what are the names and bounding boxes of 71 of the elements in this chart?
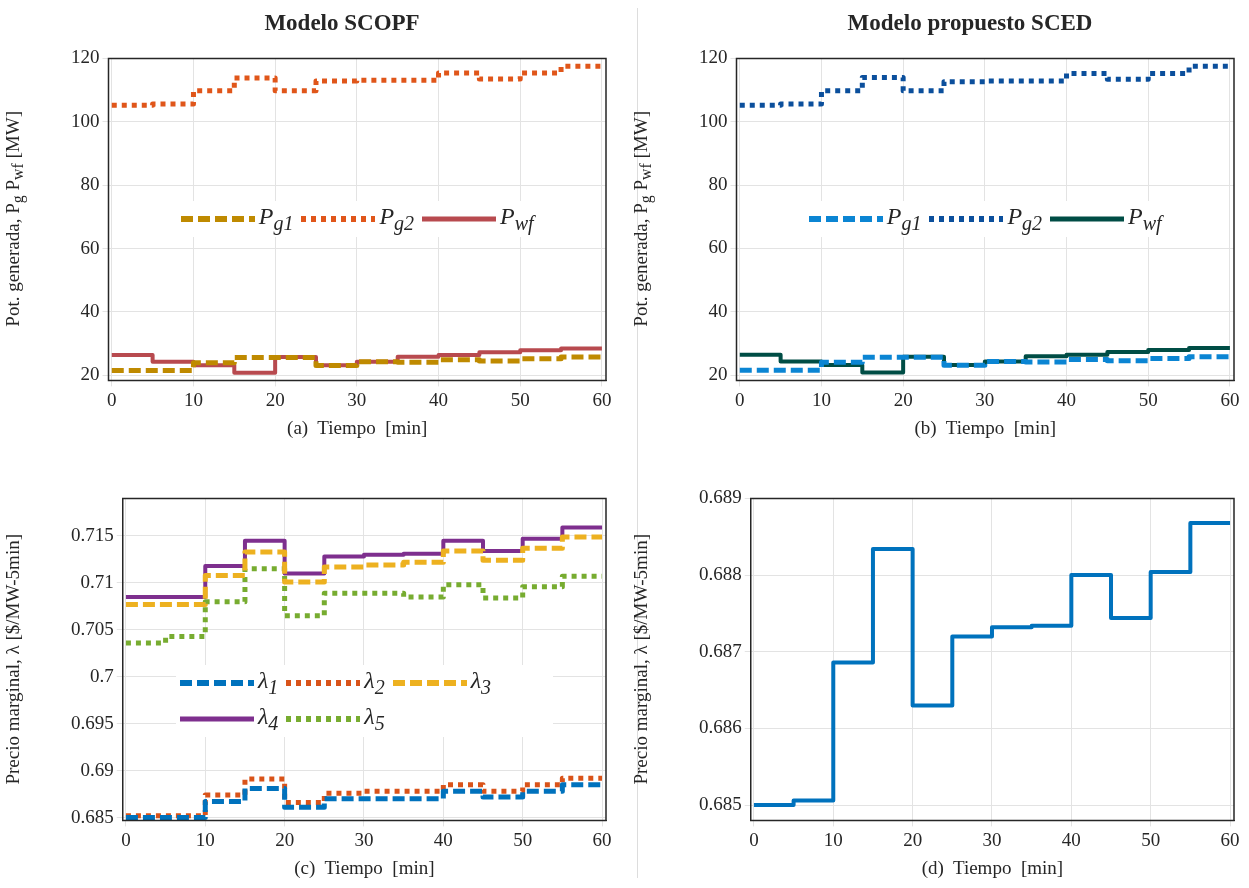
legend-label: P$_{g1}$: [258, 203, 294, 236]
y-tick-label: 80: [80, 173, 100, 195]
y-tick-label: 120: [699, 46, 728, 68]
x-tick-label: 40: [433, 828, 453, 850]
x-axis-title: (d) Tiempo [min]: [921, 856, 1064, 879]
chart-title: Modelo SCOPF: [263, 10, 421, 36]
y-tick-label: 100: [71, 109, 100, 131]
x-tick-label: 20: [265, 388, 285, 410]
x-axis-title: (b) Tiempo [min]: [914, 416, 1056, 439]
x-tick-label: 20: [275, 828, 295, 850]
y-tick-label: 100: [699, 109, 728, 131]
y-tick-label: 40: [80, 299, 100, 321]
y-tick-label: 0.705: [71, 617, 114, 639]
y-tick-label: 0.71: [80, 570, 114, 592]
y-tick-label: 40: [708, 299, 728, 321]
y-tick-label: 0.715: [71, 523, 114, 545]
y-axis-title: Precio marginal, λ [$/MW-5min]: [2, 533, 24, 785]
y-tick-label: 20: [80, 363, 100, 385]
x-axis-title: (c) Tiempo [min]: [294, 856, 435, 879]
x-tick-label: 0: [749, 828, 759, 850]
y-tick-label: 0.69: [80, 758, 114, 780]
x-tick-label: 40: [429, 388, 449, 410]
y-tick-label: 80: [708, 173, 728, 195]
x-tick-label: 60: [592, 388, 612, 410]
y-tick-label: 0.686: [699, 716, 742, 738]
legend-label: P$_{g2}$: [1007, 203, 1043, 236]
y-tick-label: 0.685: [699, 793, 742, 815]
y-tick-label: 60: [708, 236, 728, 258]
y-tick-label: 0.688: [699, 563, 742, 585]
legend-label: λ$_{3}$: [470, 667, 492, 700]
x-tick-label: 0: [107, 388, 117, 410]
chart-title: Modelo propuesto SCED: [846, 10, 1094, 36]
x-tick-label: 50: [1138, 388, 1158, 410]
legend-label: P$_{g1}$: [886, 203, 922, 236]
x-tick-label: 60: [1220, 388, 1240, 410]
y-tick-label: 60: [80, 236, 100, 258]
x-tick-label: 10: [823, 828, 843, 850]
x-tick-label: 10: [195, 828, 215, 850]
x-tick-label: 10: [811, 388, 831, 410]
legend-label: P$_{wf}$: [1128, 203, 1162, 236]
x-tick-label: 50: [513, 828, 533, 850]
x-tick-label: 60: [1220, 828, 1240, 850]
x-tick-label: 60: [592, 828, 612, 850]
y-tick-label: 20: [708, 363, 728, 384]
legend-label: P$_{g2}$: [379, 203, 415, 236]
x-tick-label: 0: [121, 828, 131, 850]
x-tick-label: 30: [982, 828, 1002, 850]
y-tick-label: 0.695: [71, 711, 114, 733]
x-tick-label: 40: [1057, 388, 1077, 410]
x-tick-label: 10: [183, 388, 203, 410]
x-tick-label: 0: [735, 388, 745, 410]
x-tick-label: 50: [1141, 828, 1161, 850]
x-tick-label: 20: [903, 828, 923, 850]
legend-label: P$_{wf}$: [500, 203, 534, 236]
legend-label: λ$_{2}$: [364, 667, 385, 700]
x-tick-label: 30: [975, 388, 995, 410]
y-tick-label: 0.7: [90, 664, 114, 686]
x-axis-title: (a) Tiempo [min]: [287, 416, 428, 439]
x-tick-label: 40: [1061, 828, 1081, 850]
y-tick-label: 0.685: [71, 805, 114, 827]
y-tick-label: 0.689: [699, 486, 742, 508]
legend-label: λ$_{1}$: [257, 667, 279, 700]
y-axis-title: Precio marginal, λ [$/MW-5min]: [630, 533, 652, 785]
x-tick-label: 30: [354, 828, 374, 850]
legend-label: λ$_{5}$: [364, 703, 385, 735]
y-tick-label: 0.687: [699, 639, 742, 661]
x-tick-label: 50: [510, 388, 530, 410]
x-tick-label: 20: [893, 388, 913, 410]
y-tick-label: 120: [71, 46, 100, 68]
legend-label: λ$_{4}$: [257, 703, 279, 735]
x-tick-label: 30: [347, 388, 367, 410]
